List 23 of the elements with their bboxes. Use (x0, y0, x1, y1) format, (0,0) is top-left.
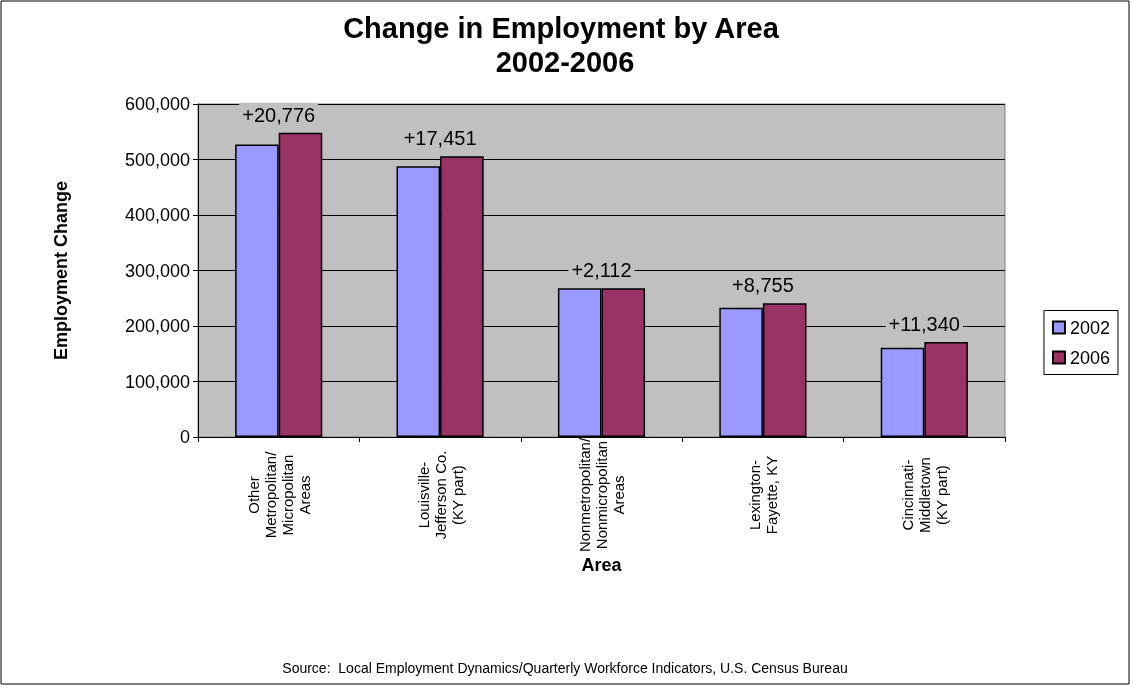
y-tick-label: 300,000 (124, 260, 190, 281)
y-axis-title: Employment Change (51, 180, 71, 361)
y-tick-label: 600,000 (124, 94, 190, 114)
x-tick-label: Cincinnati- Middletown (KY part) (898, 457, 950, 533)
x-tick-label: Other Metropolitan/ Micropolitan Areas (244, 450, 313, 539)
annotation: +8,755 (732, 274, 794, 297)
legend-label: 2006 (1069, 347, 1110, 368)
x-tick-label: Louisville- Jefferson Co. (KY part) (414, 450, 466, 540)
chart-title: Change in Employment by Area 2002-2006 (343, 12, 787, 78)
annotation: +2,112 (571, 259, 632, 282)
y-tick-label: 500,000 (124, 149, 190, 170)
y-tick-label: 0 (179, 427, 190, 447)
y-tick-label: 100,000 (124, 371, 190, 392)
x-tick-label: Nonmetropolitan/ Nonmicropolitan Areas (576, 437, 627, 553)
x-axis-title: Area (581, 555, 623, 576)
annotation: +17,451 (403, 127, 477, 150)
y-tick-label: 400,000 (124, 205, 190, 225)
annotation: +11,340 (888, 313, 960, 336)
legend-label: 2002 (1069, 317, 1110, 338)
x-tick-label: Lexington- Fayette, KY (745, 455, 780, 535)
annotation: +20,776 (242, 103, 316, 126)
y-tick-label: 200,000 (124, 316, 190, 336)
source-note: Source: Local Employment Dynamics/Quarterly Workforce Indicators, U.S. Census Bureau (282, 660, 848, 676)
